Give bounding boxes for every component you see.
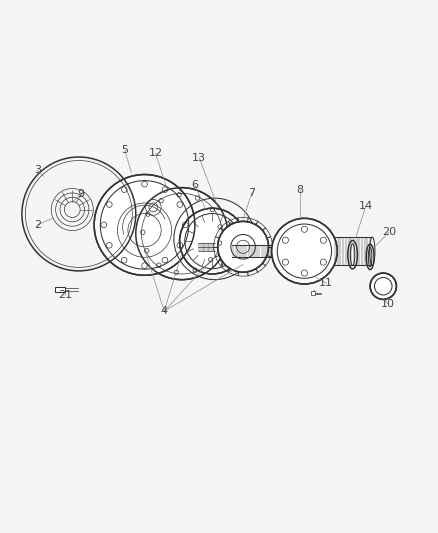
FancyBboxPatch shape (311, 291, 315, 295)
FancyBboxPatch shape (55, 287, 65, 292)
Text: 13: 13 (192, 153, 206, 163)
Circle shape (370, 273, 396, 300)
Text: 11: 11 (319, 278, 333, 288)
Text: 12: 12 (148, 149, 162, 158)
Text: 6: 6 (191, 181, 198, 190)
Circle shape (136, 188, 228, 280)
Circle shape (180, 208, 245, 274)
Circle shape (218, 221, 268, 272)
Circle shape (94, 174, 195, 275)
Text: 2: 2 (34, 220, 41, 230)
Text: 4: 4 (161, 306, 168, 316)
Text: 8: 8 (297, 185, 304, 195)
Text: 14: 14 (359, 201, 373, 211)
Text: 10: 10 (381, 298, 395, 309)
Text: 21: 21 (58, 290, 72, 300)
Text: 20: 20 (382, 228, 396, 237)
Text: 5: 5 (121, 146, 128, 156)
Text: 9: 9 (78, 189, 85, 199)
Text: 3: 3 (34, 165, 41, 175)
Circle shape (272, 219, 337, 284)
Text: 7: 7 (248, 188, 255, 198)
